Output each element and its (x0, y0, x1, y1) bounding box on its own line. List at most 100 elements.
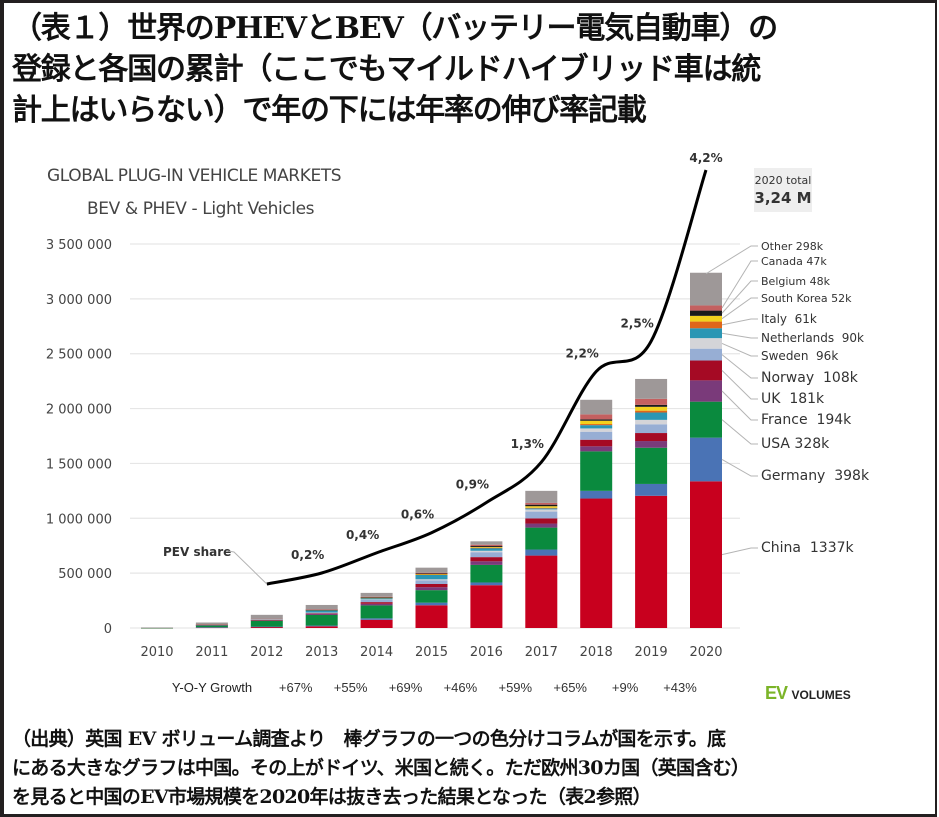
leader-line (721, 318, 758, 326)
share-series-label: PEV share (163, 545, 231, 559)
growth-value: +69% (389, 680, 423, 695)
share-label: 0,6% (401, 508, 434, 522)
bar-segment (690, 305, 722, 311)
bar-segment (195, 624, 228, 626)
bar-segment (635, 404, 668, 407)
bar-segment (415, 567, 448, 573)
share-label: 1,3% (511, 437, 544, 451)
bar-segment (415, 574, 448, 580)
bar-segment (690, 272, 722, 306)
bar-segment (525, 490, 558, 503)
bar-stack-2013 (305, 604, 338, 628)
bar-segment (580, 420, 613, 425)
bar-stack-2020 (690, 272, 722, 628)
headline: （表１）世界のPHEVとBEV（バッテリー電気自動車）の 登録と各国の累計（ここ… (12, 8, 927, 131)
x-tick-label: 2011 (195, 645, 228, 660)
bar-segment (141, 627, 173, 629)
bar-segment (415, 572, 448, 574)
growth-value: +65% (553, 680, 587, 695)
bar-segment (580, 490, 613, 499)
bar-segment (525, 549, 558, 556)
x-tick-label: 2013 (305, 645, 338, 660)
bar-segment (415, 574, 448, 575)
country-label: Belgium 48k (761, 275, 831, 288)
bar-segment (470, 541, 503, 545)
headline-line-2: 登録と各国の累計（ここでもマイルドハイブリッド車は統 (12, 52, 761, 87)
leader-line (721, 547, 758, 556)
bar-segment (470, 544, 503, 547)
country-label: Canada 47k (761, 255, 827, 268)
bar-segment (141, 627, 173, 629)
bar-segment (415, 573, 448, 575)
bar-segment (250, 614, 283, 619)
bar-segment (360, 602, 393, 604)
bar-segment (195, 627, 228, 628)
share-label: 2,2% (566, 347, 599, 361)
bar-segment (525, 509, 558, 512)
growth-value: +46% (444, 680, 478, 695)
growth-value: +43% (663, 680, 697, 695)
bar-segment (470, 547, 503, 548)
country-label: Germany 398k (761, 468, 870, 484)
bar-segment (690, 401, 722, 438)
bar-stack-2016 (470, 541, 503, 628)
x-tick-label: 2019 (635, 645, 668, 660)
leader-line (721, 390, 758, 421)
y-tick-label: 0 (104, 622, 112, 637)
bar-segment (360, 605, 393, 619)
bar-segment (415, 590, 448, 603)
country-label: Other 298k (761, 240, 824, 253)
bar-segment (635, 406, 668, 411)
bar-segment (195, 622, 228, 625)
bar-segment (305, 613, 338, 615)
leader-line (721, 354, 758, 379)
bar-segment (305, 610, 338, 613)
bar-segment (525, 511, 558, 519)
x-tick-label: 2015 (415, 645, 448, 660)
share-label: 0,9% (456, 477, 489, 491)
bar-segment (470, 548, 503, 551)
share-label-leader (227, 550, 268, 585)
bar-segment (635, 447, 668, 484)
y-tick-label: 2 000 000 (46, 403, 112, 418)
y-tick-label: 1 500 000 (46, 457, 112, 472)
bar-segment (635, 378, 668, 399)
bar-stack-2019 (635, 378, 668, 628)
bar-segment (580, 428, 613, 432)
y-tick-label: 500 000 (58, 567, 112, 582)
bar-segment (635, 441, 668, 448)
label-leaders (705, 245, 758, 556)
bar-segment (690, 360, 722, 381)
x-tick-label: 2020 (689, 645, 722, 660)
caption-line-1: （出典）英国 EV ボリューム調査より 棒グラフの一つの色分けコラムが国を示す。… (12, 728, 726, 750)
bar-segment (250, 626, 283, 628)
country-label: Norway 108k (761, 370, 859, 386)
bar-segment (470, 552, 503, 558)
growth-value: +55% (334, 680, 368, 695)
bar-segment (525, 523, 558, 528)
bar-segment (635, 424, 668, 434)
chart: 0 500 000 1 000 000 1 500 000 2 000 000 2 500… (46, 151, 870, 695)
country-label: Netherlands 90k (761, 331, 864, 345)
bar-segment (305, 609, 338, 611)
country-labels: Other 298k Canada 47k Belgium 48k South Kor… (761, 240, 870, 556)
bar-segment (690, 338, 722, 349)
bar-segment (580, 446, 613, 452)
bar-segment (690, 348, 722, 361)
bar-segment (415, 602, 448, 606)
bar-segment (580, 414, 613, 420)
bar-segment (360, 592, 393, 597)
share-line-path (266, 169, 708, 586)
bar-segment (250, 619, 283, 621)
bar-segment (415, 574, 448, 575)
bar-segment (525, 502, 558, 505)
leader-line (721, 332, 758, 339)
bar-segment (360, 596, 393, 598)
share-line: 0,2% 0,4% 0,6% 0,9% 1,3% 2,2% 2,5% 4,2% PEV shar… (163, 151, 723, 586)
country-label: China 1337k (761, 540, 855, 556)
logo-ev: EV (765, 683, 788, 703)
bar-segment (635, 495, 668, 628)
bar-segment (470, 582, 503, 586)
bar-segment (525, 507, 558, 509)
x-tick-label: 2012 (250, 645, 283, 660)
